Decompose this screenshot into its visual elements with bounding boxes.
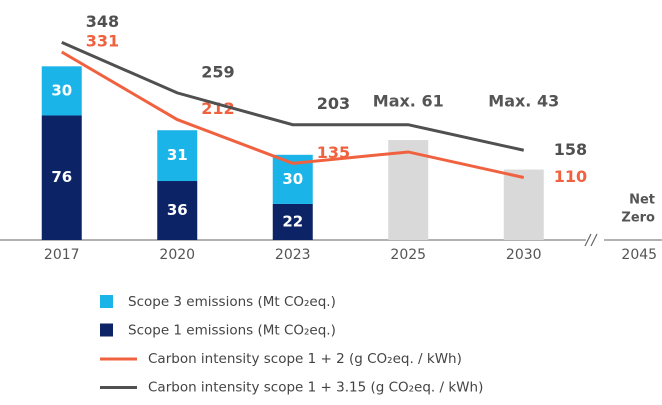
- x-tick-label: 2045: [621, 247, 657, 263]
- x-tick-label: 2017: [44, 247, 80, 263]
- value-label: 203: [317, 94, 350, 113]
- legend-label: Carbon intensity scope 1 + 3.15 (g CO₂eq…: [148, 380, 483, 396]
- bar: [157, 181, 198, 240]
- value-label: 110: [554, 167, 587, 186]
- value-label: 348: [86, 12, 119, 31]
- bar: [157, 130, 198, 182]
- bar: [503, 169, 544, 240]
- legend-label: Carbon intensity scope 1 + 2 (g CO₂eq. /…: [148, 351, 462, 367]
- value-label: 31: [167, 146, 188, 164]
- value-label: 22: [282, 212, 303, 230]
- value-label: 36: [167, 201, 188, 219]
- x-tick-label: 2023: [275, 247, 311, 263]
- value-label: 158: [554, 140, 587, 159]
- legend-swatch: [100, 295, 113, 308]
- x-tick-label: 2020: [159, 247, 195, 263]
- value-label: Max. 61: [373, 92, 444, 111]
- bar: [41, 115, 82, 240]
- value-label: 259: [201, 62, 234, 81]
- line: [61, 40, 525, 152]
- bar: [388, 140, 429, 240]
- annotation: Net: [629, 193, 655, 208]
- x-tick-label: 2025: [390, 247, 426, 263]
- value-label: 331: [86, 31, 119, 50]
- value-label: 135: [317, 143, 350, 162]
- value-label: Max. 43: [488, 92, 559, 111]
- axis-break: [584, 233, 598, 247]
- legend-label: Scope 1 emissions (Mt CO₂eq.): [128, 323, 336, 339]
- legend-swatch: [100, 323, 113, 337]
- annotation: Zero: [621, 211, 655, 226]
- line: [60, 50, 525, 179]
- value-label: 212: [201, 99, 234, 118]
- value-label: 76: [51, 168, 72, 186]
- value-label: 30: [282, 170, 303, 188]
- bar: [272, 203, 313, 240]
- value-label: 30: [51, 81, 72, 99]
- legend-label: Scope 3 emissions (Mt CO₂eq.): [128, 294, 336, 310]
- x-tick-label: 2030: [506, 247, 542, 263]
- bar: [41, 66, 82, 116]
